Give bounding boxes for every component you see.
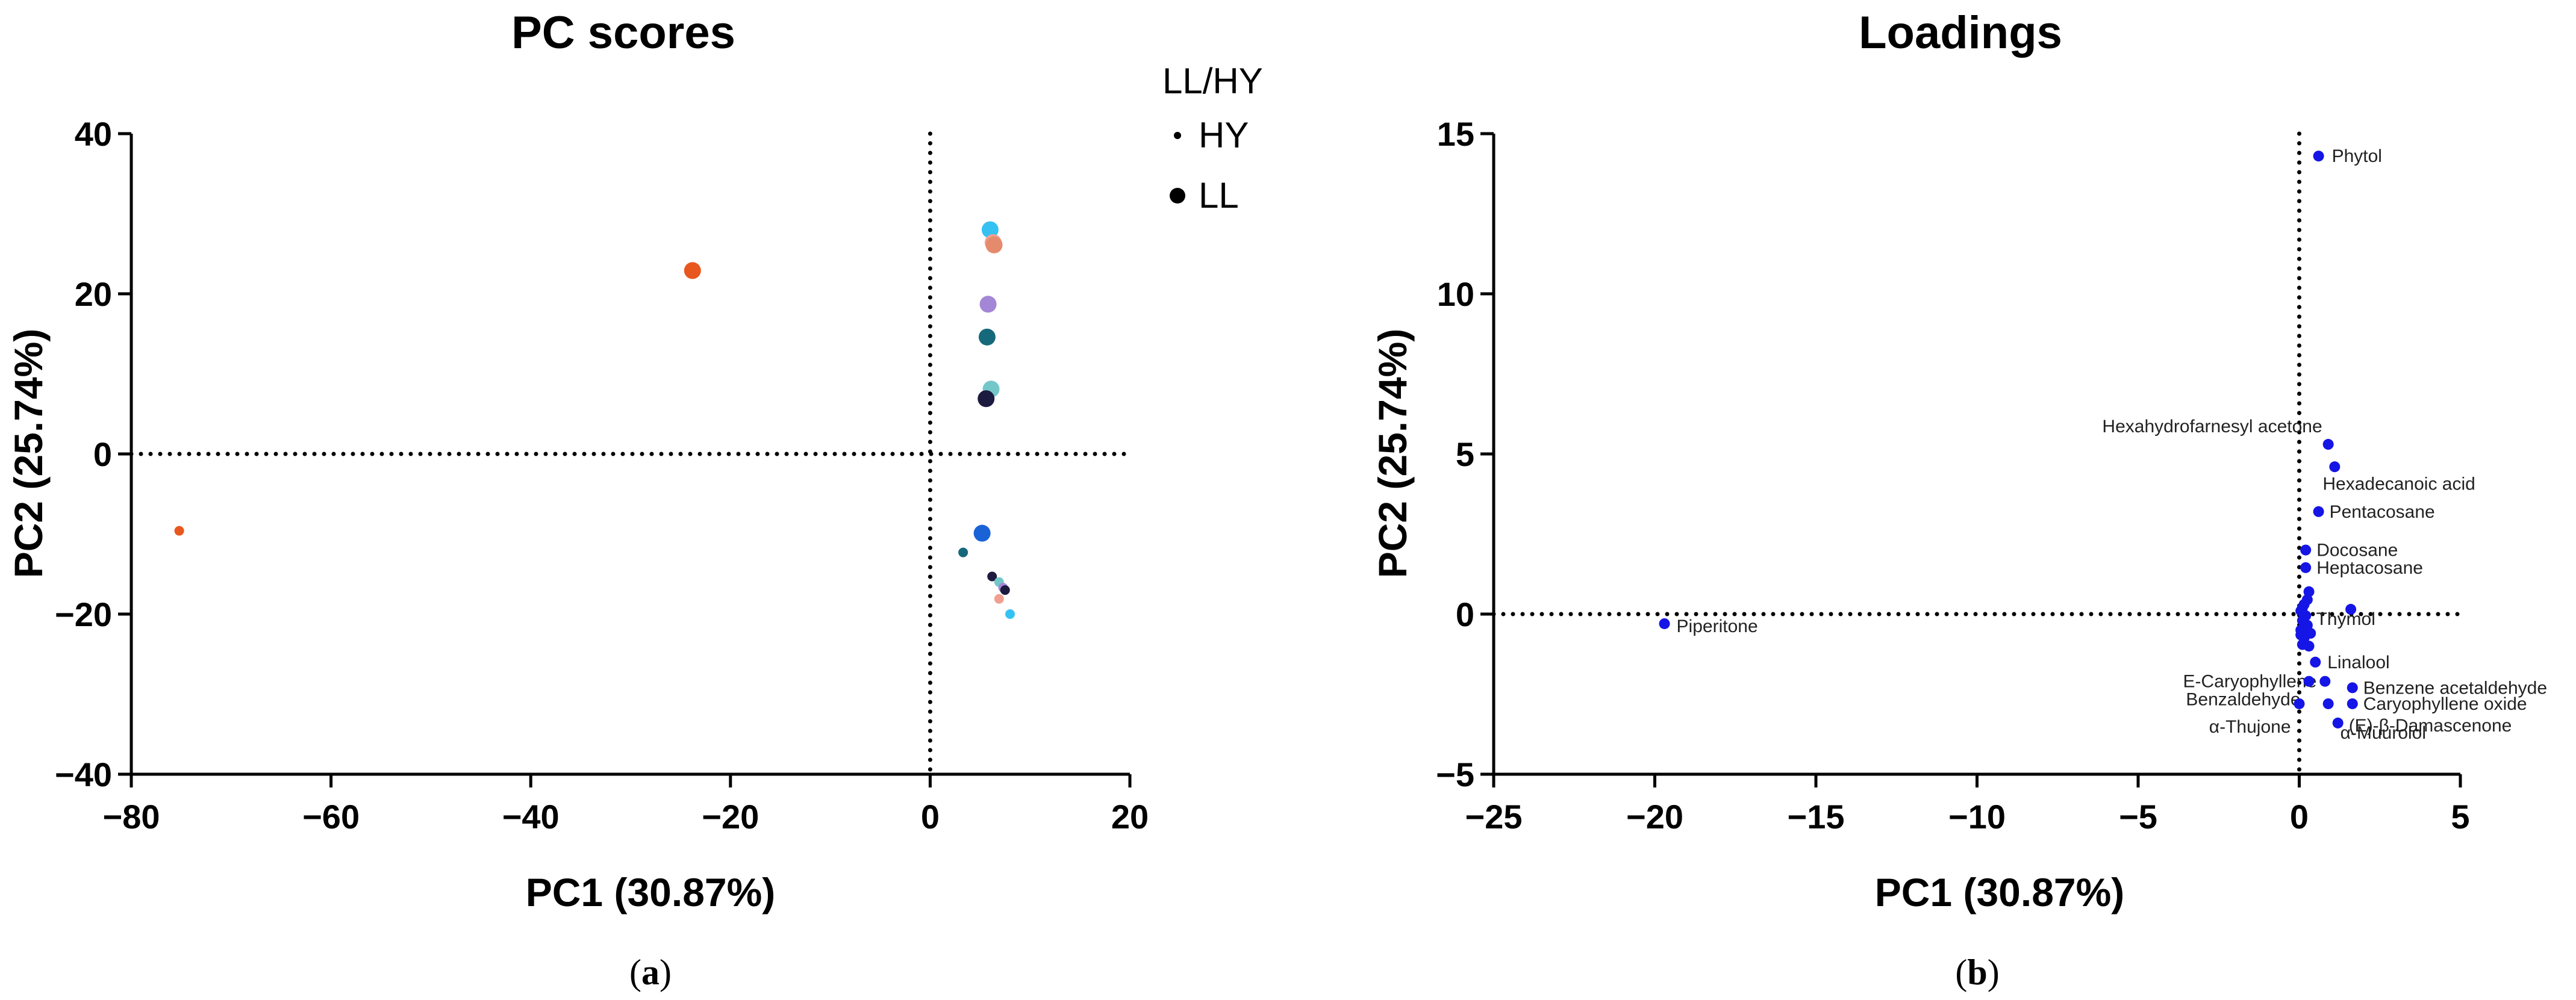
pc-scores-panel: PC scores PC1 (30.87%) PC2 (25.74%) (a) …	[6, 7, 1263, 992]
loadings-panel: Loadings PC1 (30.87%) PC2 (25.74%) (b) −…	[1370, 7, 2547, 992]
loadings-ylabel: PC2 (25.74%)	[1370, 329, 1415, 579]
loading-point-label: Linalool	[2327, 653, 2389, 672]
score-point	[1000, 585, 1010, 595]
panel-label-a-letter: a	[641, 952, 660, 992]
loading-point	[1659, 618, 1670, 629]
loading-point	[2310, 656, 2321, 668]
loading-point	[2300, 562, 2312, 573]
pc-scores-xlabel: PC1 (30.87%)	[526, 870, 776, 915]
x-tick-label: −20	[1626, 798, 1683, 836]
loading-point	[2319, 675, 2331, 687]
x-tick-label: −5	[2119, 798, 2157, 836]
loading-point-label: Phytol	[2332, 146, 2382, 166]
loading-point-label: Thymol	[2316, 609, 2375, 629]
legend-marker	[1174, 132, 1181, 139]
y-tick-label: 20	[75, 275, 112, 313]
score-point	[174, 526, 184, 536]
y-tick-label: 40	[75, 115, 112, 153]
y-tick-label: −20	[55, 595, 112, 633]
loading-point-label: Benzene acetaldehyde	[2363, 678, 2547, 698]
y-tick-label: 0	[1456, 595, 1474, 633]
loading-point	[2294, 698, 2305, 709]
loading-point	[2300, 544, 2312, 556]
loading-point-label: Caryophyllene oxide	[2363, 694, 2527, 714]
loading-point	[2295, 629, 2307, 641]
loading-point	[2347, 682, 2358, 694]
legend: LL/HY HY LL	[1162, 61, 1263, 216]
loading-point-label: E-Caryophyllene	[2183, 672, 2317, 692]
score-point	[684, 262, 701, 279]
loading-point	[2313, 506, 2324, 517]
loading-point	[2347, 698, 2358, 709]
loading-point-label: α-Thujone	[2209, 717, 2291, 737]
loading-point	[2303, 675, 2315, 687]
loading-point-label: Hexahydrofarnesyl acetone	[2102, 417, 2322, 436]
score-point	[958, 547, 968, 557]
loading-point-label: Benzaldehyde	[2186, 690, 2300, 710]
panel-label-b: (b)	[1955, 952, 1999, 992]
score-point	[979, 296, 997, 313]
legend-title: LL/HY	[1162, 61, 1263, 101]
y-tick-label: −5	[1436, 756, 1474, 793]
x-tick-label: −25	[1465, 798, 1523, 836]
score-point	[981, 221, 999, 238]
x-tick-label: −40	[502, 798, 560, 836]
loading-point-label: Docosane	[2316, 541, 2398, 561]
x-tick-label: −15	[1788, 798, 1845, 836]
y-tick-label: 10	[1437, 275, 1474, 313]
loading-point	[2329, 461, 2341, 473]
loading-point-label: (E)-β-Damascenone	[2349, 716, 2512, 736]
x-tick-label: −80	[103, 798, 160, 836]
y-tick-label: 5	[1456, 435, 1474, 473]
score-point	[1005, 609, 1015, 619]
loading-point	[2305, 627, 2316, 639]
loading-point	[2297, 639, 2308, 650]
loading-point	[2322, 439, 2334, 450]
x-tick-label: 0	[2290, 798, 2309, 836]
score-point	[978, 328, 996, 346]
loading-point	[2297, 602, 2308, 613]
loadings-xlabel: PC1 (30.87%)	[1875, 870, 2125, 915]
loading-point-label: Pentacosane	[2330, 502, 2435, 522]
score-point	[985, 236, 1003, 253]
legend-marker	[1170, 188, 1185, 203]
loading-point-label: Piperitone	[1677, 616, 1758, 636]
panel-label-b-letter: b	[1967, 952, 1987, 992]
y-tick-label: −40	[55, 756, 112, 793]
legend-label: LL	[1199, 175, 1239, 216]
x-tick-label: 20	[1111, 798, 1149, 836]
pc-scores-title: PC scores	[511, 7, 735, 58]
x-tick-label: 0	[921, 798, 940, 836]
score-point	[987, 571, 997, 582]
x-tick-label: −10	[1948, 798, 2006, 836]
loading-point-label: Hexadecanoic acid	[2322, 474, 2475, 494]
score-point	[994, 594, 1004, 604]
pc-scores-ylabel: PC2 (25.74%)	[6, 329, 51, 579]
y-tick-label: 0	[93, 435, 112, 473]
loading-point	[2332, 717, 2344, 728]
score-point	[978, 390, 995, 408]
y-tick-label: 15	[1437, 115, 1474, 153]
loading-point	[2313, 151, 2324, 162]
x-tick-label: −20	[702, 798, 759, 836]
loading-point-label: α-Muurolol	[2341, 723, 2426, 743]
score-point	[973, 524, 991, 542]
loading-point-label: Heptacosane	[2316, 558, 2423, 578]
loading-point	[2322, 698, 2334, 709]
loading-point	[2345, 604, 2357, 615]
panel-label-a: (a)	[629, 952, 672, 992]
x-tick-label: −60	[302, 798, 360, 836]
legend-label: HY	[1199, 115, 1249, 155]
x-tick-label: 5	[2451, 798, 2469, 836]
loadings-title: Loadings	[1859, 7, 2062, 58]
